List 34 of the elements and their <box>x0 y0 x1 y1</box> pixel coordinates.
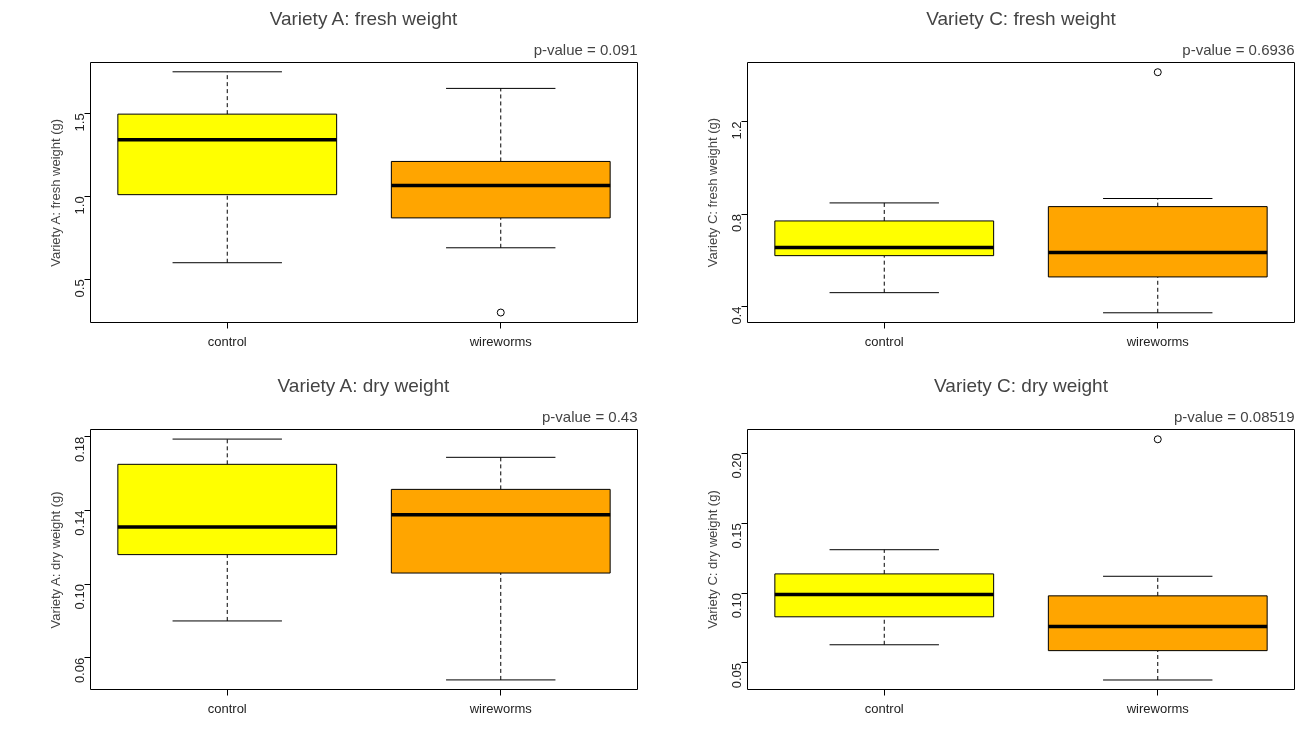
y-tick-label: 1.0 <box>72 196 87 215</box>
chart-title: Variety A: dry weight <box>277 374 451 396</box>
chart-title: Variety C: fresh weight <box>926 7 1117 29</box>
y-tick-label: 0.06 <box>72 657 87 684</box>
x-tick-label: control <box>207 333 247 349</box>
y-tick-label: 1.2 <box>729 121 744 140</box>
chart-title: Variety A: fresh weight <box>269 7 459 29</box>
x-tick-label: wireworms <box>1125 333 1190 349</box>
y-tick-label: 0.10 <box>729 593 744 619</box>
chart-title: Variety C: dry weight <box>934 374 1109 396</box>
y-tick-label: 1.5 <box>72 113 87 132</box>
x-tick-label: control <box>864 700 904 716</box>
x-tick-label: control <box>207 700 247 716</box>
y-axis-title: Variety C: fresh weight (g) <box>704 117 720 268</box>
y-tick-label: 0.14 <box>72 510 87 536</box>
y-tick-label: 0.18 <box>72 436 87 462</box>
x-tick-label: wireworms <box>1125 700 1190 716</box>
text: p-value = 0.6936 <box>1182 40 1295 58</box>
y-tick-label: 0.8 <box>729 214 744 233</box>
x-tick-label: wireworms <box>468 333 533 349</box>
text: p-value = 0.091 <box>533 40 638 58</box>
text: p-value = 0.08519 <box>1173 407 1295 425</box>
x-tick-label: control <box>864 333 904 349</box>
y-tick-label: 0.15 <box>729 523 744 549</box>
x-tick-label: wireworms <box>468 700 533 716</box>
y-tick-label: 0.05 <box>729 662 744 689</box>
y-tick-label: 0.20 <box>729 453 744 479</box>
y-axis-title: Variety A: dry weight (g) <box>47 491 63 629</box>
y-axis-title: Variety C: dry weight (g) <box>704 490 720 629</box>
text: p-value = 0.43 <box>542 407 638 425</box>
y-tick-label: 0.10 <box>72 584 87 610</box>
y-axis-title: Variety A: fresh weight (g) <box>47 118 63 267</box>
y-tick-label: 0.4 <box>729 306 744 325</box>
y-tick-label: 0.5 <box>72 279 87 298</box>
